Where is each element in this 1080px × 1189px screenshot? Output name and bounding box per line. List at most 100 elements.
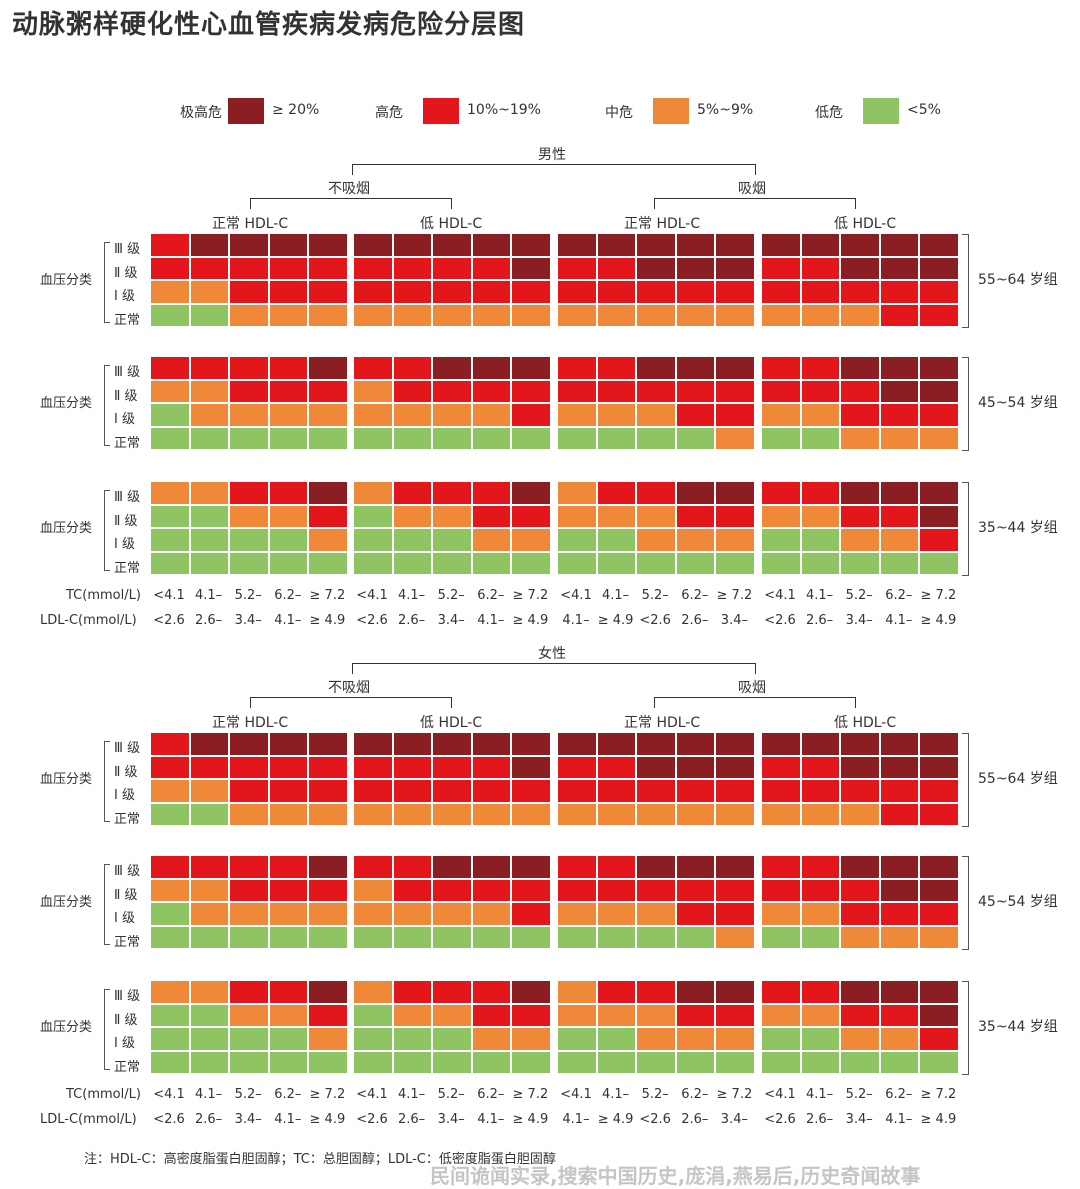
risk-cell — [676, 926, 717, 951]
risk-cell — [472, 780, 513, 804]
risk-cell — [230, 926, 270, 951]
risk-cell — [433, 856, 473, 880]
risk-cell — [393, 281, 434, 305]
risk-cell — [190, 404, 231, 428]
risk-cell — [676, 1004, 717, 1029]
risk-cell — [309, 281, 349, 305]
risk-cell — [880, 926, 921, 951]
risk-cell — [880, 879, 921, 904]
risk-cell — [880, 304, 921, 329]
bp-category-label: Ⅲ 级 — [114, 989, 141, 1004]
tc-tick-label: <4.1 — [153, 1087, 185, 1102]
bp-category-label: 正常 — [114, 811, 141, 827]
risk-cell — [676, 404, 717, 428]
risk-cell — [230, 357, 270, 381]
risk-cell — [637, 756, 677, 781]
risk-cell — [716, 281, 756, 305]
smoke-bracket — [654, 697, 856, 708]
hdl-label: 正常 HDL-C — [212, 715, 289, 731]
risk-cell — [716, 856, 756, 880]
risk-cell — [512, 281, 552, 305]
age-bracket — [962, 981, 969, 1076]
risk-cell — [558, 304, 598, 329]
risk-cell — [762, 926, 802, 951]
bp-bracket — [104, 242, 110, 323]
risk-cell — [393, 1004, 434, 1029]
risk-cell — [433, 529, 473, 553]
risk-cell — [151, 1004, 191, 1029]
bp-bracket — [104, 741, 110, 822]
age-group-label: 45~54 岁组 — [978, 894, 1058, 911]
risk-cell — [151, 1051, 191, 1076]
risk-cell — [190, 879, 231, 904]
age-group-label: 45~54 岁组 — [978, 395, 1058, 412]
risk-cell — [841, 733, 881, 757]
risk-cell — [676, 803, 717, 828]
risk-cell — [558, 903, 598, 927]
risk-cell — [920, 552, 960, 577]
risk-cell — [841, 981, 881, 1005]
risk-cell — [151, 427, 191, 452]
chart-title: 动脉粥样硬化性心血管疾病发病危险分层图 — [12, 10, 526, 40]
risk-cell — [841, 257, 881, 282]
risk-cell — [920, 981, 960, 1005]
risk-cell — [354, 380, 394, 405]
tc-tick-label: 5.2– — [437, 1087, 465, 1102]
risk-cell — [230, 505, 270, 530]
risk-cell — [309, 552, 349, 577]
tc-tick-label: 6.2– — [477, 1087, 505, 1102]
risk-cell — [151, 926, 191, 951]
ldl-tick-label: <2.6 — [356, 613, 388, 628]
tc-tick-label: 4.1– — [398, 1087, 426, 1102]
risk-cell — [512, 304, 552, 329]
hdl-label: 正常 HDL-C — [212, 216, 289, 232]
risk-cell — [269, 482, 310, 506]
ldl-tick-label: 2.6– — [681, 1112, 709, 1127]
risk-cell — [433, 281, 473, 305]
risk-cell — [190, 234, 231, 258]
risk-cell — [151, 281, 191, 305]
risk-cell — [801, 529, 842, 553]
risk-cell — [597, 1004, 638, 1029]
ldl-tick-label: 2.6– — [195, 1112, 223, 1127]
risk-cell — [393, 981, 434, 1005]
risk-cell — [472, 281, 513, 305]
ldl-tick-label: ≥ 4.9 — [309, 613, 346, 628]
risk-cell — [309, 427, 349, 452]
ldl-tick-label: <2.6 — [764, 613, 796, 628]
age-bracket — [962, 357, 969, 452]
risk-cell — [354, 903, 394, 927]
risk-cell — [190, 803, 231, 828]
risk-cell — [230, 780, 270, 804]
tc-tick-label: 5.2– — [641, 588, 669, 603]
risk-cell — [597, 803, 638, 828]
sex-label: 女性 — [538, 646, 566, 662]
risk-cell — [190, 1051, 231, 1076]
tc-tick-label: 6.2– — [885, 1087, 913, 1102]
risk-cell — [637, 1028, 677, 1052]
risk-cell — [269, 1028, 310, 1052]
age-bracket — [962, 733, 969, 828]
risk-cell — [269, 856, 310, 880]
risk-cell — [512, 505, 552, 530]
risk-cell — [269, 926, 310, 951]
risk-cell — [920, 879, 960, 904]
risk-cell — [676, 1051, 717, 1076]
risk-cell — [762, 552, 802, 577]
risk-cell — [393, 304, 434, 329]
risk-cell — [597, 926, 638, 951]
risk-cell — [716, 733, 756, 757]
risk-cell — [920, 427, 960, 452]
tc-tick-label: ≥ 7.2 — [920, 1087, 957, 1102]
risk-cell — [472, 1051, 513, 1076]
risk-cell — [393, 856, 434, 880]
risk-cell — [433, 879, 473, 904]
risk-cell — [354, 1051, 394, 1076]
legend-label: 低危 — [815, 105, 843, 121]
risk-cell — [716, 879, 756, 904]
risk-cell — [558, 427, 598, 452]
risk-cell — [716, 903, 756, 927]
ldl-tick-label: <2.6 — [356, 1112, 388, 1127]
risk-cell — [309, 357, 349, 381]
risk-cell — [269, 756, 310, 781]
